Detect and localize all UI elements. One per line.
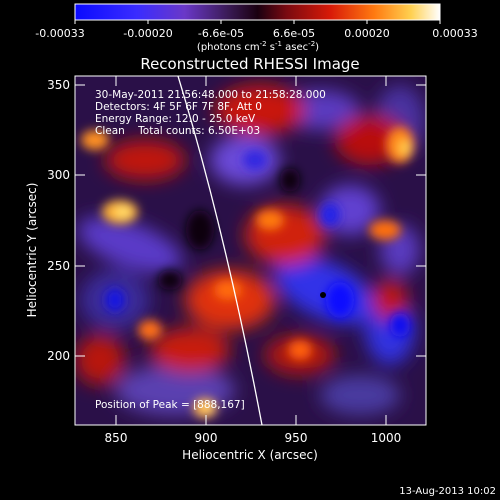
peak-marker — [320, 292, 326, 298]
x-axis-label: Heliocentric X (arcsec) — [182, 448, 318, 462]
colorbar: -0.00033 -0.00020 -6.6e-05 6.6e-05 0.000… — [35, 3, 478, 53]
y-axis-label: Heliocentric Y (arcsec) — [25, 183, 39, 318]
solar-limb-line — [177, 76, 263, 425]
x-tick-label: 900 — [195, 431, 218, 445]
colorbar-tick-label: 0.00020 — [344, 27, 390, 40]
plot-frame — [74, 75, 427, 426]
info-line: Clean Total counts: 6.50E+03 — [95, 125, 260, 137]
x-tick-label: 950 — [285, 431, 308, 445]
info-line: Detectors: 4F 5F 6F 7F 8F, Att 0 — [95, 101, 262, 113]
colorbar-units: (photons cm-2 s-1 asec-2) — [197, 40, 319, 53]
info-line: 30-May-2011 21:56:48.000 to 21:58:28.000 — [95, 89, 326, 101]
rhessi-image — [75, 76, 426, 425]
peak-position-label: Position of Peak = [888,167] — [95, 399, 245, 411]
colorbar-tick-label: 6.6e-05 — [273, 27, 315, 40]
colorbar-gradient — [74, 3, 441, 21]
y-tick-label: 350 — [47, 78, 70, 92]
y-tick-label: 300 — [47, 168, 70, 182]
plot-title: Reconstructed RHESSI Image — [140, 55, 359, 73]
axis-ticks — [75, 76, 426, 425]
colorbar-tick-label: -6.6e-05 — [198, 27, 244, 40]
timestamp: 13-Aug-2013 10:02 — [399, 486, 496, 497]
info-annotation: 30-May-2011 21:56:48.000 to 21:58:28.000… — [95, 89, 326, 137]
colorbar-tick-label: 0.00033 — [432, 27, 478, 40]
colorbar-tick-label: -0.00033 — [35, 27, 84, 40]
colorbar-tick-label: -0.00020 — [123, 27, 172, 40]
x-tick-label: 850 — [105, 431, 128, 445]
x-tick-label: 1000 — [371, 431, 402, 445]
info-line: Energy Range: 12.0 - 25.0 keV — [95, 113, 256, 125]
y-tick-label: 200 — [47, 349, 70, 363]
y-tick-label: 250 — [47, 259, 70, 273]
